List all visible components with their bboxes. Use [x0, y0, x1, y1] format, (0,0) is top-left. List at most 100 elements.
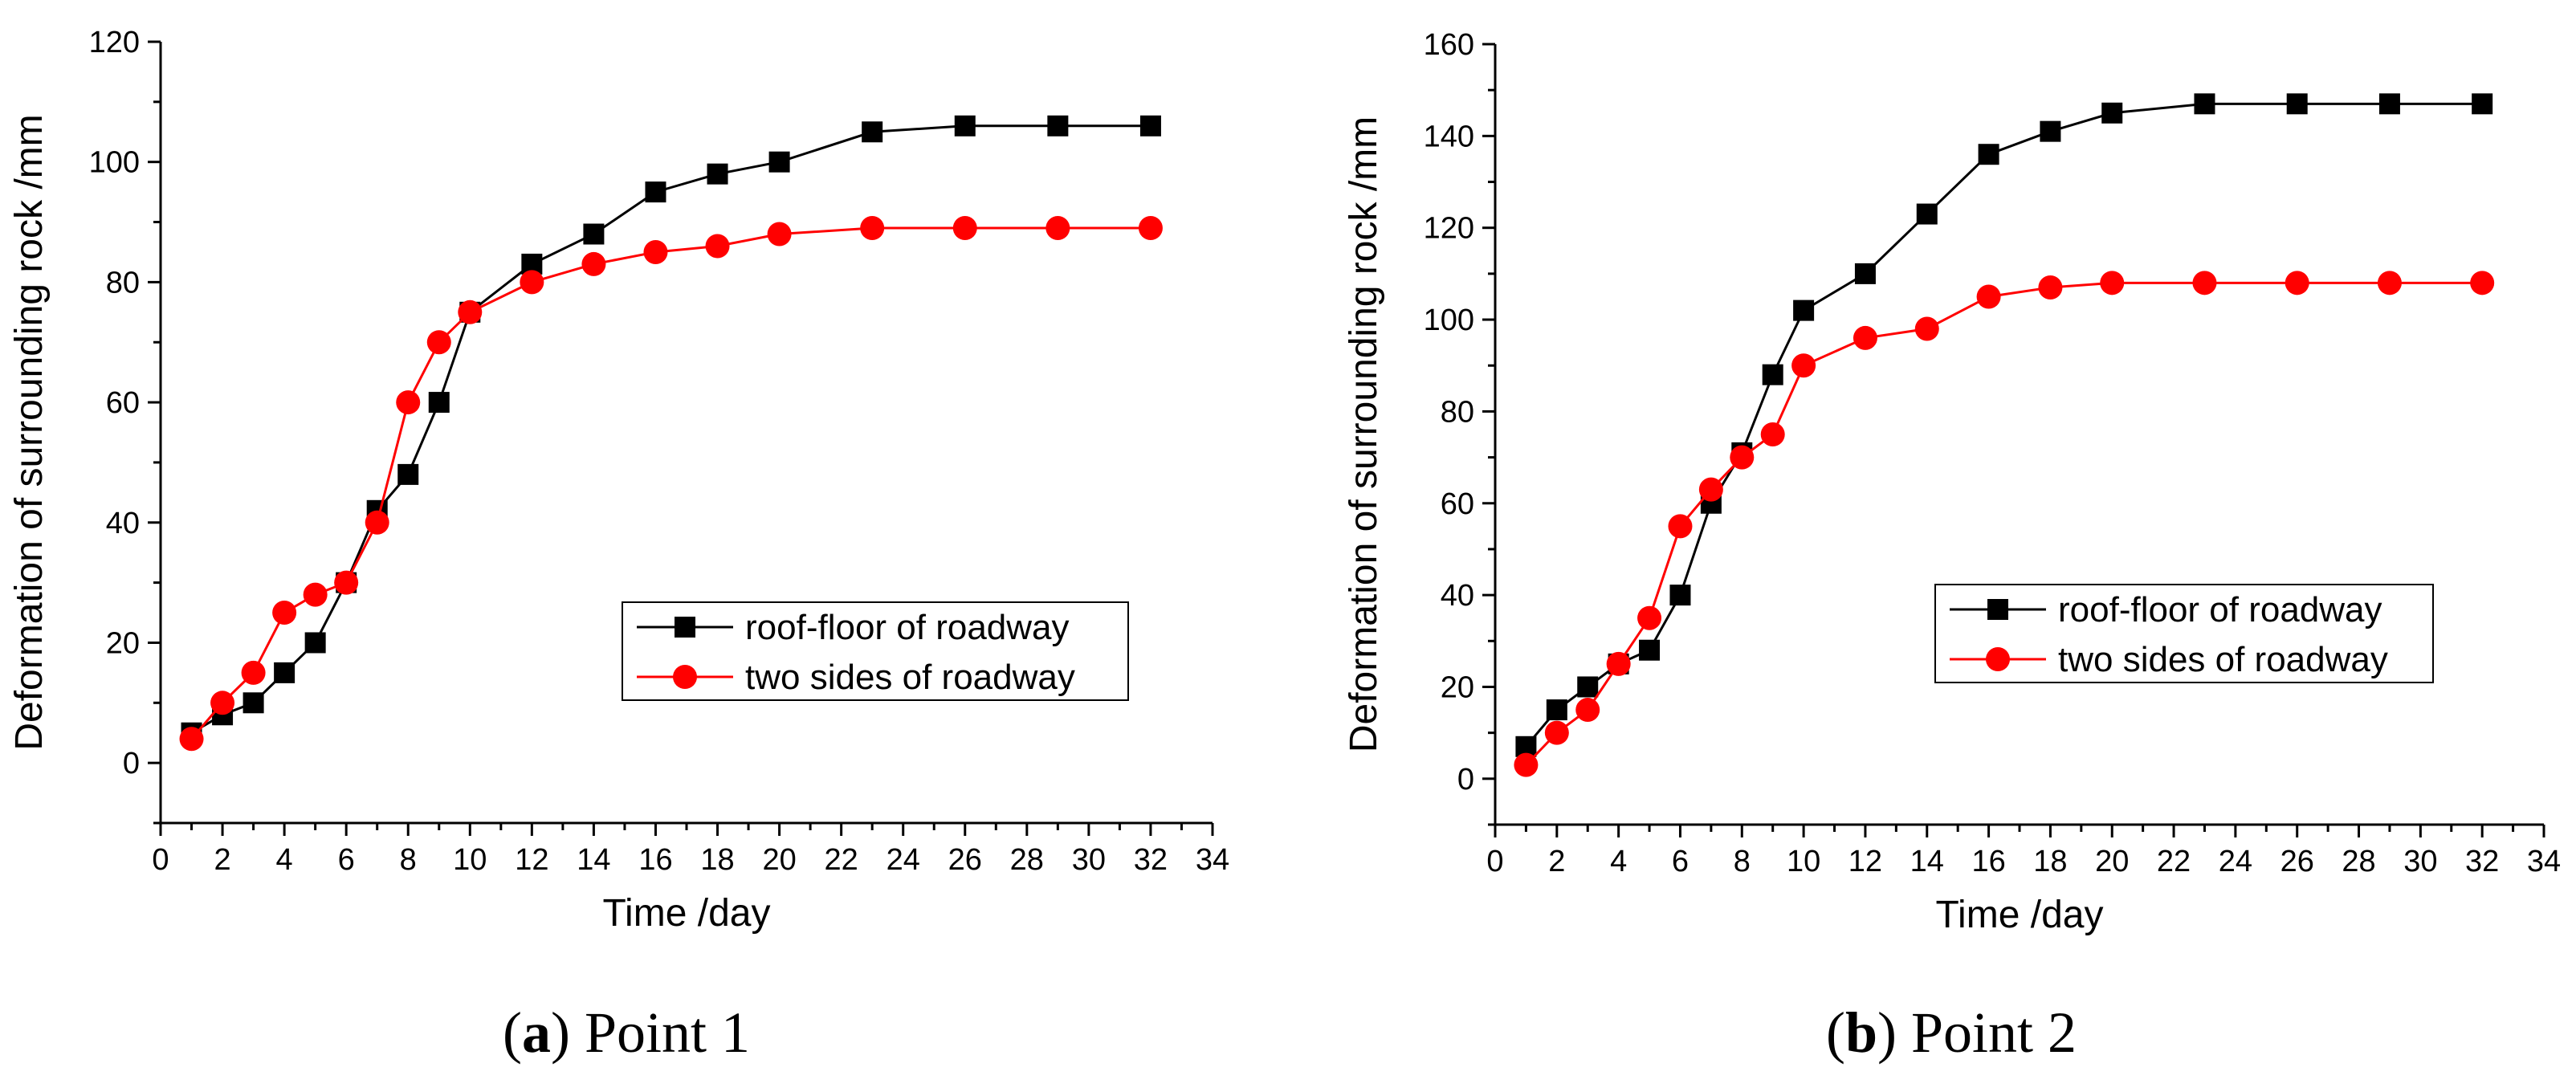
- data-point-two-sides: [272, 601, 297, 625]
- data-point-roof-floor: [645, 181, 666, 203]
- x-tick-label: 34: [2527, 845, 2561, 878]
- x-tick-label: 22: [2157, 845, 2191, 878]
- data-point-roof-floor: [304, 632, 326, 654]
- x-tick-label: 26: [2280, 845, 2314, 878]
- data-point-two-sides: [1760, 422, 1785, 446]
- y-tick-label: 60: [106, 386, 140, 420]
- x-tick-label: 8: [400, 843, 417, 877]
- y-tick-label: 80: [106, 266, 140, 299]
- y-axis-label: Deformation of surrounding rock /mm: [1343, 116, 1385, 752]
- x-tick-label: 4: [1610, 845, 1627, 878]
- y-tick-label: 0: [123, 747, 140, 780]
- data-point-roof-floor: [1669, 585, 1691, 606]
- caption-a-letter: a: [521, 1000, 551, 1065]
- data-point-two-sides: [2470, 271, 2495, 295]
- y-axis-label: Deformation of surrounding rock /mm: [8, 114, 51, 750]
- x-tick-label: 10: [453, 843, 487, 877]
- data-point-two-sides: [1575, 698, 1600, 723]
- x-tick-label: 0: [152, 843, 169, 877]
- data-point-roof-floor: [2472, 93, 2493, 115]
- data-point-roof-floor: [1762, 364, 1783, 385]
- legend-label: roof-floor of roadway: [745, 608, 1070, 647]
- data-point-roof-floor: [243, 692, 264, 714]
- x-tick-label: 16: [638, 843, 672, 877]
- x-tick-label: 6: [338, 843, 355, 877]
- x-tick-label: 24: [887, 843, 920, 877]
- data-point-two-sides: [1544, 720, 1569, 745]
- y-tick-label: 100: [89, 146, 140, 180]
- caption-b-letter: b: [1844, 1000, 1877, 1065]
- data-point-roof-floor: [862, 121, 883, 143]
- x-tick-label: 26: [948, 843, 982, 877]
- data-point-two-sides: [581, 251, 606, 276]
- data-point-two-sides: [520, 270, 544, 295]
- data-point-two-sides: [1698, 477, 1723, 502]
- caption-a: (a) Point 1: [502, 1000, 751, 1065]
- data-point-roof-floor: [1854, 263, 1876, 284]
- legend-label: two sides of roadway: [2058, 640, 2388, 679]
- data-point-roof-floor: [1139, 115, 1161, 136]
- x-tick-label: 34: [1196, 843, 1229, 877]
- x-tick-label: 12: [1848, 845, 1882, 878]
- y-tick-label: 40: [1441, 579, 1474, 613]
- caption-b-text: Point 2: [1910, 1000, 2077, 1065]
- x-tick-label: 0: [1486, 845, 1503, 878]
- y-tick-label: 0: [1457, 763, 1474, 797]
- data-point-roof-floor: [1639, 639, 1661, 661]
- x-tick-label: 28: [2342, 845, 2375, 878]
- data-point-roof-floor: [2101, 102, 2123, 124]
- y-tick-label: 120: [1424, 212, 1474, 246]
- x-tick-label: 24: [2219, 845, 2252, 878]
- data-point-roof-floor: [954, 115, 976, 136]
- x-tick-label: 32: [1134, 843, 1168, 877]
- data-point-two-sides: [396, 390, 421, 415]
- data-point-two-sides: [860, 216, 885, 241]
- y-tick-label: 60: [1441, 487, 1474, 521]
- data-point-two-sides: [1976, 284, 2001, 309]
- caption-a-text: Point 1: [584, 1000, 751, 1065]
- data-point-two-sides: [210, 691, 235, 715]
- data-point-two-sides: [1730, 445, 1755, 470]
- data-point-two-sides: [1668, 514, 1693, 539]
- y-tick-label: 140: [1424, 120, 1474, 153]
- data-point-roof-floor: [274, 662, 296, 683]
- data-point-two-sides: [1914, 316, 1939, 341]
- data-point-two-sides: [2038, 275, 2063, 300]
- x-tick-label: 32: [2465, 845, 2499, 878]
- x-tick-label: 10: [1787, 845, 1820, 878]
- data-point-roof-floor: [1577, 676, 1599, 698]
- x-tick-label: 8: [1734, 845, 1751, 878]
- data-point-roof-floor: [397, 463, 419, 485]
- caption-b: (b) Point 2: [1825, 1000, 2077, 1065]
- legend-marker-square: [1987, 599, 2008, 620]
- data-point-two-sides: [1045, 216, 1070, 241]
- y-tick-label: 20: [1441, 670, 1474, 704]
- data-point-two-sides: [2100, 271, 2125, 295]
- x-tick-label: 6: [1672, 845, 1689, 878]
- legend-box: [1934, 584, 2434, 683]
- data-point-two-sides: [2377, 271, 2402, 295]
- y-tick-label: 160: [1424, 28, 1474, 62]
- data-point-roof-floor: [1047, 115, 1069, 136]
- data-point-roof-floor: [707, 163, 728, 185]
- chart-a: 0 2 4 6 8 10 12 14 16 18 20 22 24 26 28 30 32 34020406080…: [8, 26, 1229, 935]
- x-tick-label: 12: [515, 843, 548, 877]
- data-point-two-sides: [705, 234, 730, 259]
- chart-b: 0 2 4 6 8 10 12 14 16 18 20 22 24 26 28 30 32 34020406080…: [1343, 28, 2561, 936]
- data-point-two-sides: [241, 660, 266, 685]
- x-tick-label: 2: [214, 843, 230, 877]
- x-tick-label: 30: [2403, 845, 2437, 878]
- y-tick-label: 120: [89, 26, 140, 59]
- y-tick-label: 100: [1424, 304, 1474, 337]
- data-point-roof-floor: [1546, 699, 1567, 721]
- data-point-two-sides: [1637, 605, 1662, 630]
- data-point-two-sides: [458, 299, 483, 324]
- data-point-two-sides: [426, 330, 451, 355]
- legend: roof-floor of roadway two sides of roadwa…: [1934, 584, 2434, 683]
- x-tick-label: 28: [1010, 843, 1044, 877]
- data-point-roof-floor: [1793, 299, 1815, 321]
- legend-marker-square: [675, 617, 695, 638]
- legend-label: two sides of roadway: [745, 658, 1075, 697]
- x-tick-label: 14: [1910, 845, 1944, 878]
